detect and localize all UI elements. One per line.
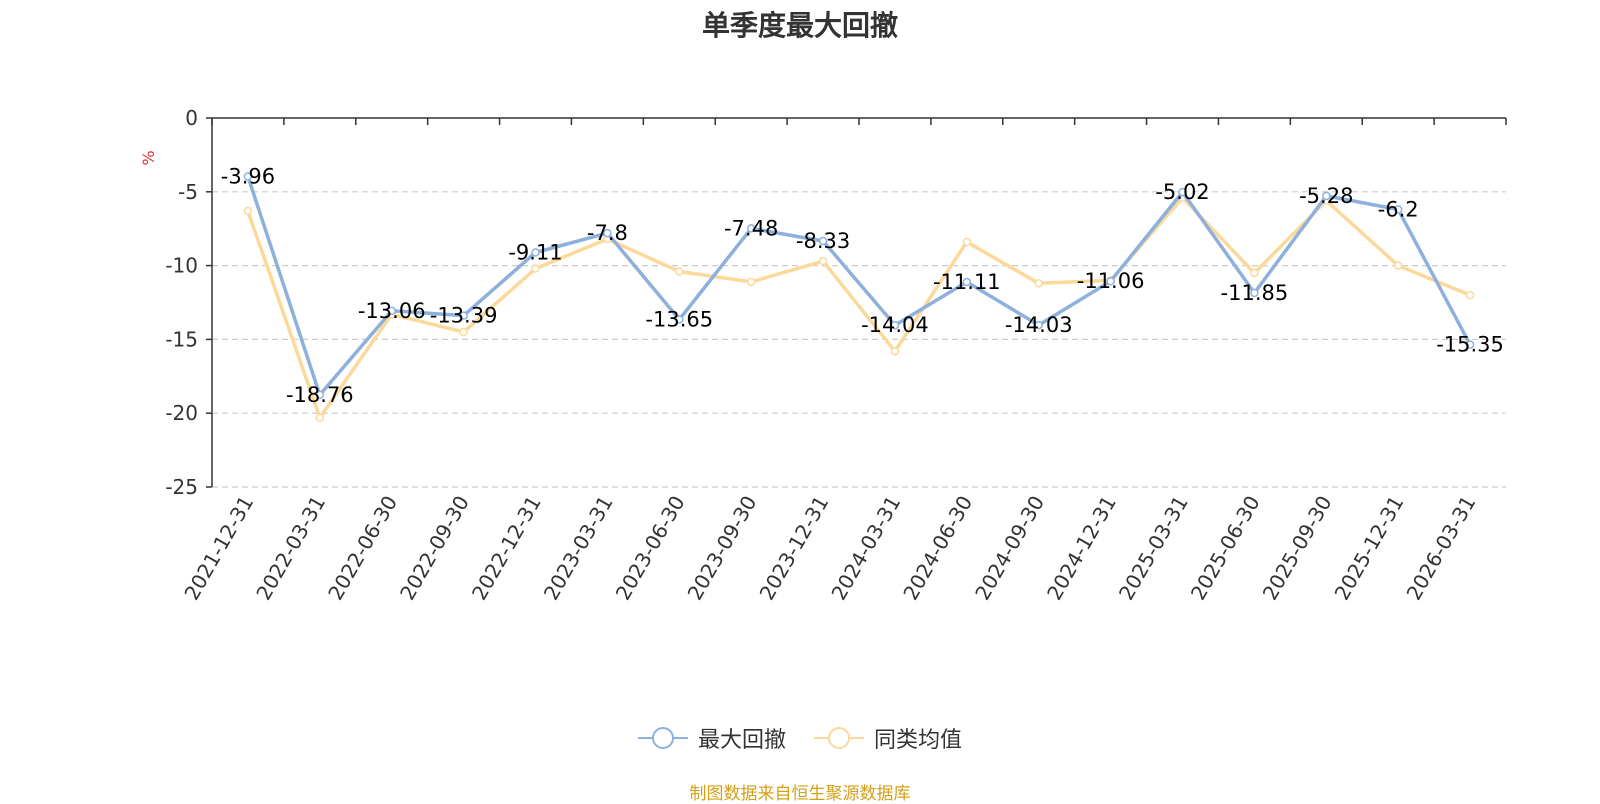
series-0-data-label-15: -5.28	[1299, 184, 1353, 208]
legend-item-peer-average[interactable]: 同类均值	[814, 722, 962, 754]
series-0-point-10[interactable]	[962, 277, 972, 287]
legend: 最大回撤 同类均值	[0, 722, 1600, 754]
series-1-point-1[interactable]	[315, 413, 325, 422]
y-tick-label-2: -10	[165, 254, 198, 278]
x-tick-label-8: 2023-12-31	[754, 492, 833, 605]
series-1-point-6[interactable]	[675, 267, 684, 276]
y-tick-label-4: -20	[165, 401, 198, 425]
y-tick-label-0: 0	[185, 106, 198, 130]
series-0-point-12[interactable]	[1106, 276, 1115, 286]
series-0-point-15[interactable]	[1322, 191, 1331, 201]
x-tick-label-14: 2025-06-30	[1186, 492, 1265, 605]
series-1-point-7[interactable]	[746, 277, 756, 287]
series-0-point-0[interactable]	[243, 172, 253, 181]
series-0-data-label-1: -18.76	[286, 383, 354, 407]
series-1-point-10[interactable]	[962, 237, 972, 247]
series-0-point-11[interactable]	[1034, 320, 1043, 330]
x-tick-label-4: 2022-12-31	[467, 492, 546, 605]
series-1-point-8[interactable]	[818, 256, 828, 266]
series-0-data-label-11: -14.03	[1005, 313, 1073, 337]
series-0-data-label-6: -13.65	[645, 307, 713, 331]
series-0-point-7[interactable]	[746, 224, 756, 233]
series-0-point-8[interactable]	[818, 236, 828, 246]
series-0-point-13[interactable]	[1178, 187, 1187, 197]
legend-item-max-drawdown[interactable]: 最大回撤	[637, 722, 786, 754]
series-0-data-label-10: -11.11	[933, 270, 1001, 294]
series-0-data-label-14: -11.85	[1221, 281, 1289, 305]
series-0-data-label-9: -14.04	[861, 313, 929, 337]
chart-title: 单季度最大回撤	[701, 9, 898, 42]
series-0-data-label-16: -6.2	[1378, 198, 1419, 222]
x-tick-label-10: 2024-06-30	[898, 492, 977, 605]
series-0-point-14[interactable]	[1250, 288, 1259, 298]
series-0-point-1[interactable]	[315, 390, 325, 400]
x-tick-label-9: 2024-03-31	[826, 492, 905, 605]
x-tick-label-11: 2024-09-30	[970, 492, 1049, 605]
series-0-data-label-7: -7.48	[724, 216, 778, 240]
legend-label-peer-average: 同类均值	[874, 728, 963, 753]
series-0-data-label-13: -5.02	[1155, 180, 1209, 204]
series-0-point-2[interactable]	[387, 306, 396, 316]
series-0-data-label-5: -7.8	[587, 221, 628, 245]
series-0-point-3[interactable]	[459, 311, 468, 320]
series-1-point-4[interactable]	[531, 264, 540, 273]
series-0-point-4[interactable]	[531, 248, 540, 257]
series-1-point-17[interactable]	[1465, 290, 1475, 300]
x-tick-label-7: 2023-09-30	[683, 492, 762, 605]
series-0-data-label-2: -13.06	[358, 299, 426, 323]
x-tick-label-15: 2025-09-30	[1258, 492, 1337, 605]
series-0-data-label-8: -8.33	[796, 229, 850, 253]
x-tick-label-12: 2024-12-31	[1042, 492, 1121, 605]
y-tick-label-3: -15	[165, 327, 198, 351]
x-tick-label-17: 2026-03-31	[1401, 492, 1480, 605]
x-tick-label-13: 2025-03-31	[1114, 492, 1193, 605]
data-source-note: 制图数据来自恒生聚源数据库	[689, 784, 911, 804]
legend-swatch-max-drawdown	[637, 727, 688, 749]
series-1-point-11[interactable]	[1034, 279, 1043, 288]
y-tick-label-5: -25	[165, 475, 198, 499]
y-tick-label-1: -5	[178, 180, 198, 204]
legend-swatch-peer-average	[814, 727, 864, 749]
series-line-1	[246, 195, 1471, 420]
series-1-point-9[interactable]	[890, 346, 900, 356]
series-0-data-label-12: -11.06	[1077, 269, 1145, 293]
series-0-data-label-17: -15.35	[1436, 333, 1504, 357]
legend-label-max-drawdown: 最大回撤	[697, 728, 786, 753]
y-axis-unit-label: %	[139, 150, 158, 165]
series-0-point-17[interactable]	[1465, 340, 1475, 349]
series-line-0	[246, 175, 1472, 397]
series-1-point-16[interactable]	[1393, 261, 1403, 270]
x-tick-label-3: 2022-09-30	[395, 492, 474, 605]
series-1-point-3[interactable]	[459, 327, 468, 337]
series-0-point-9[interactable]	[890, 320, 900, 330]
series-0-point-16[interactable]	[1393, 205, 1403, 214]
x-tick-label-16: 2025-12-31	[1330, 492, 1409, 605]
series-1-point-14[interactable]	[1250, 268, 1259, 278]
x-tick-label-5: 2023-03-31	[539, 492, 618, 605]
series-0-point-6[interactable]	[675, 315, 684, 324]
series-0-data-label-4: -9.11	[508, 240, 562, 264]
x-tick-label-0: 2021-12-31	[179, 492, 258, 605]
x-tick-label-1: 2022-03-31	[251, 492, 330, 605]
series-0-data-label-0: -3.96	[221, 164, 275, 188]
series-0-data-label-3: -13.39	[430, 304, 498, 328]
series-1-point-0[interactable]	[243, 206, 253, 216]
x-tick-label-2: 2022-06-30	[323, 492, 402, 605]
x-tick-label-6: 2023-06-30	[611, 492, 690, 605]
series-0-point-5[interactable]	[603, 228, 612, 238]
